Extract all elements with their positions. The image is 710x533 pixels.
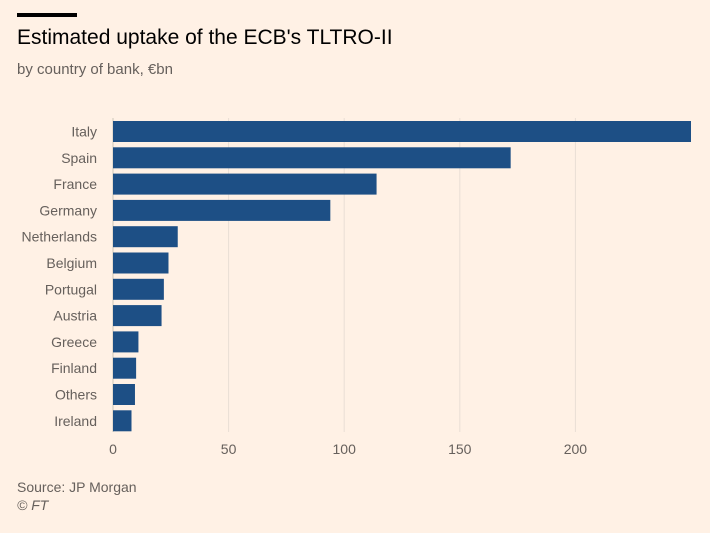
grid-lines: [112, 118, 576, 432]
category-label: France: [53, 176, 97, 192]
bar-finland: [113, 357, 137, 379]
bar-others: [113, 384, 135, 405]
bar-portugal: [113, 278, 164, 300]
header-rule: [17, 13, 77, 17]
category-label: Ireland: [54, 413, 97, 429]
x-axis-ticks: 0 50 100 150 200: [109, 441, 587, 457]
x-tick-label: 0: [109, 441, 117, 457]
x-tick-label: 200: [564, 441, 588, 457]
bar-spain: [113, 147, 511, 169]
bar-ireland: [113, 410, 132, 432]
x-tick-label: 150: [448, 441, 472, 457]
category-label: Portugal: [45, 281, 97, 297]
category-label: Italy: [71, 124, 97, 140]
chart-subtitle: by country of bank, €bn: [17, 61, 173, 78]
category-label: Others: [55, 387, 97, 403]
bar-netherlands: [113, 226, 178, 248]
category-label: Belgium: [46, 255, 97, 271]
category-label: Spain: [61, 150, 97, 166]
bar-france: [113, 173, 377, 195]
bar-italy: [113, 121, 691, 142]
chart-title: Estimated uptake of the ECB's TLTRO-II: [17, 26, 393, 49]
x-tick-label: 100: [333, 441, 357, 457]
category-label: Netherlands: [22, 229, 98, 245]
source-note: Source: JP Morgan: [17, 479, 137, 495]
bars: [113, 121, 691, 432]
category-label: Finland: [51, 360, 97, 376]
bar-belgium: [113, 252, 169, 274]
category-label: Germany: [39, 202, 97, 218]
bar-germany: [113, 199, 331, 221]
category-label: Austria: [53, 308, 97, 324]
category-labels: Italy Spain France Germany Netherlands Belgiu…: [22, 124, 98, 429]
copyright-credit: © FT: [17, 497, 49, 513]
x-tick-label: 50: [221, 441, 237, 457]
category-label: Greece: [51, 334, 97, 350]
bar-austria: [113, 305, 162, 327]
bar-greece: [113, 331, 139, 353]
